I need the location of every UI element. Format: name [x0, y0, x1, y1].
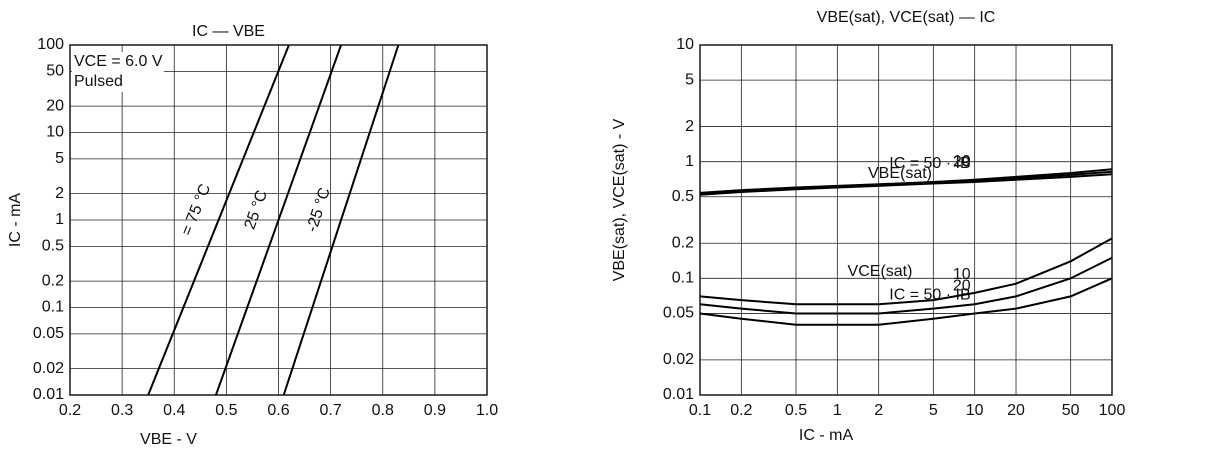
annotation-bg: [72, 52, 164, 72]
x-tick-label: 100: [1099, 402, 1126, 419]
x-tick-label: 1: [833, 402, 842, 419]
series-label: IC = 50 · IB: [889, 155, 970, 172]
x-tick-label: 50: [1062, 402, 1080, 419]
y-tick-label: 0.2: [672, 234, 694, 251]
y-tick-label: 50: [46, 63, 64, 80]
series-label: 10: [953, 153, 971, 170]
series-label: -25 °C: [304, 186, 334, 235]
y-tick-label: 10: [676, 36, 694, 53]
data-line: [282, 44, 400, 396]
y-tick-label: 0.1: [672, 270, 694, 287]
y-tick-label: 1: [55, 211, 64, 228]
y-tick-label: 10: [46, 124, 64, 141]
x-tick-label: 0.2: [730, 402, 752, 419]
data-line: [147, 44, 290, 396]
y-tick-label: 0.05: [33, 325, 64, 342]
x-tick-label: 0.7: [320, 402, 342, 419]
annotation: VBE(sat): [868, 165, 932, 182]
x-axis-label: VBE - V: [140, 431, 197, 448]
y-axis-label: VBE(sat), VCE(sat) - V: [611, 118, 628, 281]
chart-title: VBE(sat), VCE(sat) — IC: [817, 9, 996, 26]
x-tick-label: 10: [966, 402, 984, 419]
x-tick-label: 0.2: [59, 402, 81, 419]
y-tick-label: 0.05: [663, 305, 694, 322]
y-tick-label: 0.2: [42, 272, 64, 289]
series-label: 25 °C: [241, 188, 271, 232]
data-line: [699, 237, 1113, 306]
data-line: [699, 277, 1113, 326]
y-tick-label: 0.01: [33, 386, 64, 403]
series-label: 20: [953, 277, 971, 294]
x-tick-label: 2: [874, 402, 883, 419]
x-tick-label: 0.5: [215, 402, 237, 419]
y-tick-label: 2: [55, 185, 64, 202]
y-axis-label: IC - mA: [7, 193, 24, 248]
x-tick-label: 0.6: [267, 402, 289, 419]
x-tick-label: 0.3: [111, 402, 133, 419]
y-tick-label: 5: [685, 71, 694, 88]
plot-area: [699, 44, 1113, 396]
annotation-bg: [72, 72, 164, 92]
y-tick-label: 0.5: [42, 238, 64, 255]
x-tick-label: 0.9: [424, 402, 446, 419]
annotation: Pulsed: [74, 73, 123, 90]
x-tick-label: 0.1: [689, 402, 711, 419]
y-tick-label: 1: [685, 153, 694, 170]
x-tick-label: 20: [1007, 402, 1025, 419]
y-tick-label: 0.1: [42, 299, 64, 316]
chart-title: IC — VBE: [192, 23, 265, 40]
series-label: 10: [953, 266, 971, 283]
y-tick-label: 0.01: [663, 386, 694, 403]
data-line: [699, 168, 1113, 194]
y-tick-label: 5: [55, 150, 64, 167]
data-line: [699, 256, 1113, 315]
annotation: VCE(sat): [848, 263, 913, 280]
series-label: 20: [953, 154, 971, 171]
x-tick-label: 0.4: [163, 402, 185, 419]
x-tick-label: 0.8: [372, 402, 394, 419]
y-tick-label: 0.02: [33, 360, 64, 377]
series-label: = 75 °C: [178, 182, 214, 238]
annotation: VCE = 6.0 V: [74, 53, 163, 70]
y-tick-label: 100: [37, 36, 64, 53]
y-tick-label: 20: [46, 97, 64, 114]
x-tick-label: 0.5: [785, 402, 807, 419]
x-tick-label: 5: [929, 402, 938, 419]
series-label: IC = 50 · IB: [889, 287, 970, 304]
x-axis-label: IC - mA: [799, 427, 854, 444]
y-tick-label: 0.02: [663, 351, 694, 368]
y-tick-label: 2: [685, 118, 694, 135]
x-tick-label: 1.0: [476, 402, 498, 419]
y-tick-label: 0.5: [672, 188, 694, 205]
data-line: [215, 44, 342, 396]
